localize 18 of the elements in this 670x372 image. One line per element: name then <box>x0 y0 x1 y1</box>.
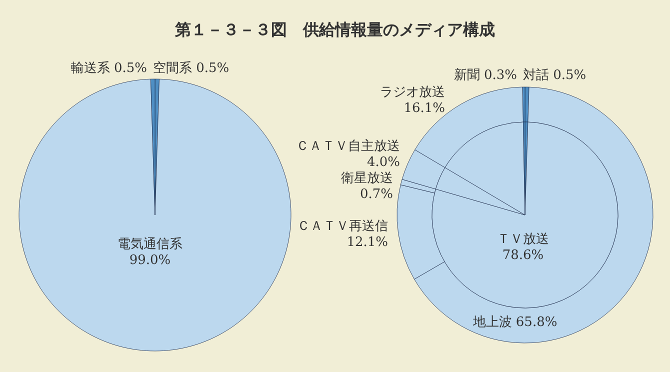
slice-label: 対話 0.5% <box>523 67 586 83</box>
slice-label: 新聞 0.3% <box>454 68 517 83</box>
slice-label: ＣＡＴＶ自主放送 <box>296 138 400 154</box>
data-label: 16.1% <box>404 101 445 116</box>
slice-label: ＣＡＴＶ再送信 <box>297 219 388 234</box>
slice-label: ラジオ放送 <box>380 85 445 100</box>
data-label: 12.1% <box>346 235 388 250</box>
text: 第１－３－３図 供給情報量のメディア構成 <box>174 20 496 41</box>
slice-label: ＴＶ放送 <box>497 232 549 247</box>
slice-label: 電気通信系 <box>118 237 182 252</box>
data-label: 0.7% <box>360 187 393 202</box>
slice-label: 衛星放送 <box>341 171 393 186</box>
slice-label: 輸送系 0.5% <box>70 61 147 76</box>
slice-label: 地上波 65.8% <box>472 315 558 330</box>
slice-label: 空間系 0.5% <box>153 61 230 76</box>
data-label: 99.0% <box>129 253 171 268</box>
data-label: 4.0% <box>366 155 400 170</box>
data-label: 78.6% <box>502 248 544 263</box>
